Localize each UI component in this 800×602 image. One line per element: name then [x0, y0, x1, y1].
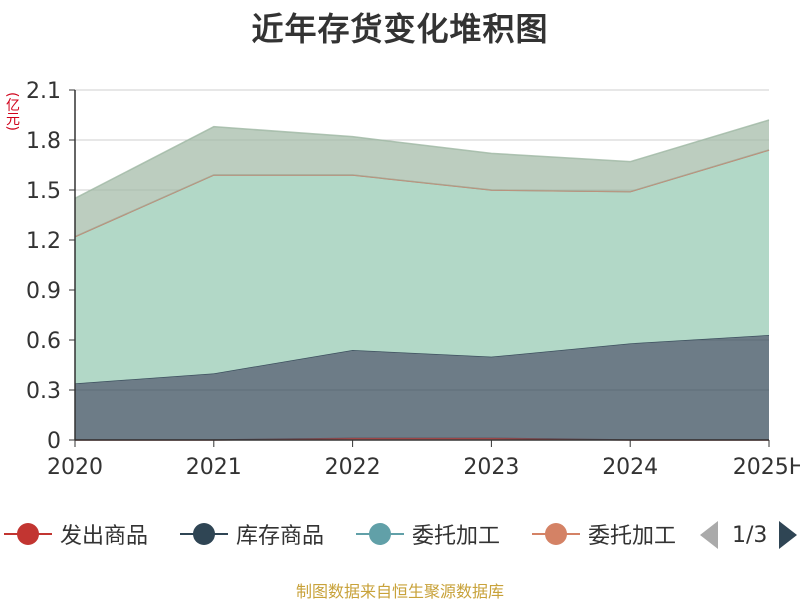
chart-title: 近年存货变化堆积图	[251, 10, 549, 48]
legend-pager: 1/3	[700, 518, 798, 552]
y-tick-label: 1.8	[26, 129, 61, 154]
x-tick-label: 2023	[463, 455, 519, 480]
legend-label: 发出商品	[60, 524, 149, 549]
y-tick-label: 0.9	[26, 279, 61, 304]
y-tick-label: 0.6	[26, 329, 61, 354]
legend-dot	[545, 523, 567, 545]
y-tick-label: 0	[47, 429, 61, 454]
x-tick-label: 2020	[47, 455, 103, 480]
y-axis-unit: (亿元)	[4, 92, 20, 131]
y-tick-label: 0.3	[26, 379, 61, 404]
y-tick-label: 2.1	[26, 79, 61, 104]
data-source-note: 制图数据来自恒生聚源数据库	[295, 582, 504, 601]
x-tick-label: 2024	[602, 455, 658, 480]
y-tick-label: 1.2	[26, 229, 61, 254]
legend-label: 委托加工	[412, 524, 501, 549]
prev-page-icon[interactable]	[700, 521, 718, 549]
next-page-icon[interactable]	[779, 521, 798, 549]
area-series-4	[75, 120, 769, 237]
series-line-4	[74, 119, 770, 199]
legend-label: 库存商品	[236, 524, 325, 549]
legend: 发出商品 库存商品 委托加工 委托加工	[0, 516, 800, 556]
legend-item-3[interactable]: 委托加工	[532, 516, 676, 552]
area-series-2	[75, 150, 769, 384]
stacked-area-chart: 0 0.3 0.6 0.9 1.2 1.5 1.8 2.1 2020 2021 2022 2023 20…	[26, 79, 800, 480]
legend-label: 委托加工	[588, 524, 677, 549]
legend-dot	[193, 523, 215, 545]
y-tick-label: 1.5	[26, 179, 61, 204]
legend-item-1[interactable]: 库存商品	[180, 516, 324, 552]
legend-dot	[369, 523, 391, 545]
area-series-1	[75, 335, 769, 440]
x-tick-label: 2022	[325, 455, 381, 480]
legend-item-0[interactable]: 发出商品	[4, 516, 148, 552]
x-tick-label: 2021	[186, 455, 242, 480]
x-tick-label: 2025H	[733, 455, 800, 480]
legend-item-2[interactable]: 委托加工	[356, 516, 500, 552]
legend-page-indicator: 1/3	[732, 522, 768, 548]
legend-dot	[17, 523, 39, 545]
